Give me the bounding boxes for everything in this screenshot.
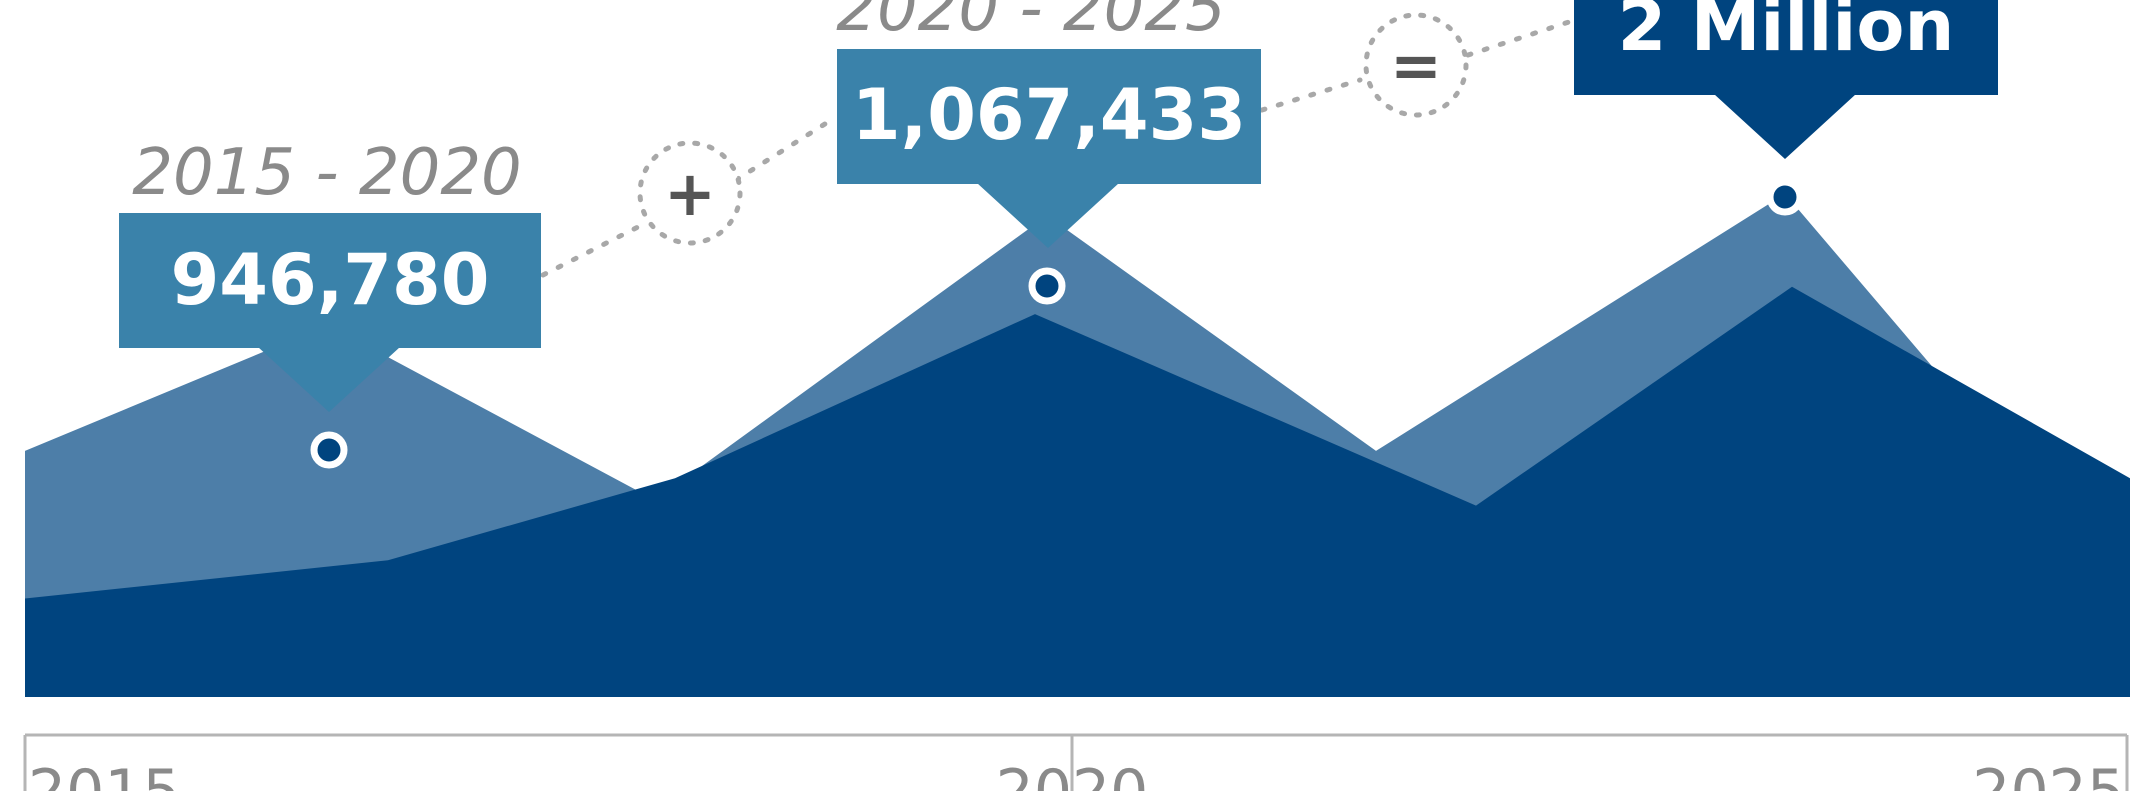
equals-circle <box>1363 12 1469 118</box>
plot-area <box>25 193 2130 698</box>
x-tick-label-2025: 2025 <box>1972 757 2125 791</box>
value-box-3-pointer <box>1714 94 1856 159</box>
x-tick-label-2020: 2020 <box>996 757 1149 791</box>
connector-line-2 <box>733 114 839 183</box>
data-point-3 <box>1766 178 1804 216</box>
plus-icon: + <box>664 157 716 230</box>
plus-circle <box>637 140 743 246</box>
connector-line-3 <box>1259 77 1363 113</box>
callout-1: 2015 - 2020 946,780 <box>119 136 541 469</box>
data-point-2 <box>1028 267 1066 305</box>
value-label-2: 1,067,433 <box>852 74 1246 156</box>
connector-lines <box>540 17 1578 278</box>
operator-equals: = <box>1363 12 1469 118</box>
period-label-1: 2015 - 2020 <box>132 136 522 210</box>
x-tick-label-2015: 2015 <box>28 757 181 791</box>
connector-line-1 <box>540 223 643 278</box>
value-label-1: 946,780 <box>171 239 490 321</box>
value-box-1 <box>119 213 541 348</box>
x-axis <box>23 733 2129 791</box>
period-label-2: 2020 - 2025 <box>836 0 1226 46</box>
data-point-1 <box>310 431 348 469</box>
value-box-2-pointer <box>977 183 1119 248</box>
series-front-area <box>25 286 2130 697</box>
equals-icon: = <box>1390 29 1442 102</box>
value-label-3: 2 Million <box>1618 0 1955 67</box>
callout-3: 2 Million <box>1574 0 1998 216</box>
value-box-1-pointer <box>258 347 400 412</box>
value-box-3 <box>1574 0 1998 95</box>
callout-2: 2020 - 2025 1,067,433 <box>836 0 1261 305</box>
connector-line-4 <box>1465 17 1578 58</box>
value-box-2 <box>837 49 1261 184</box>
operator-plus: + <box>637 140 743 246</box>
